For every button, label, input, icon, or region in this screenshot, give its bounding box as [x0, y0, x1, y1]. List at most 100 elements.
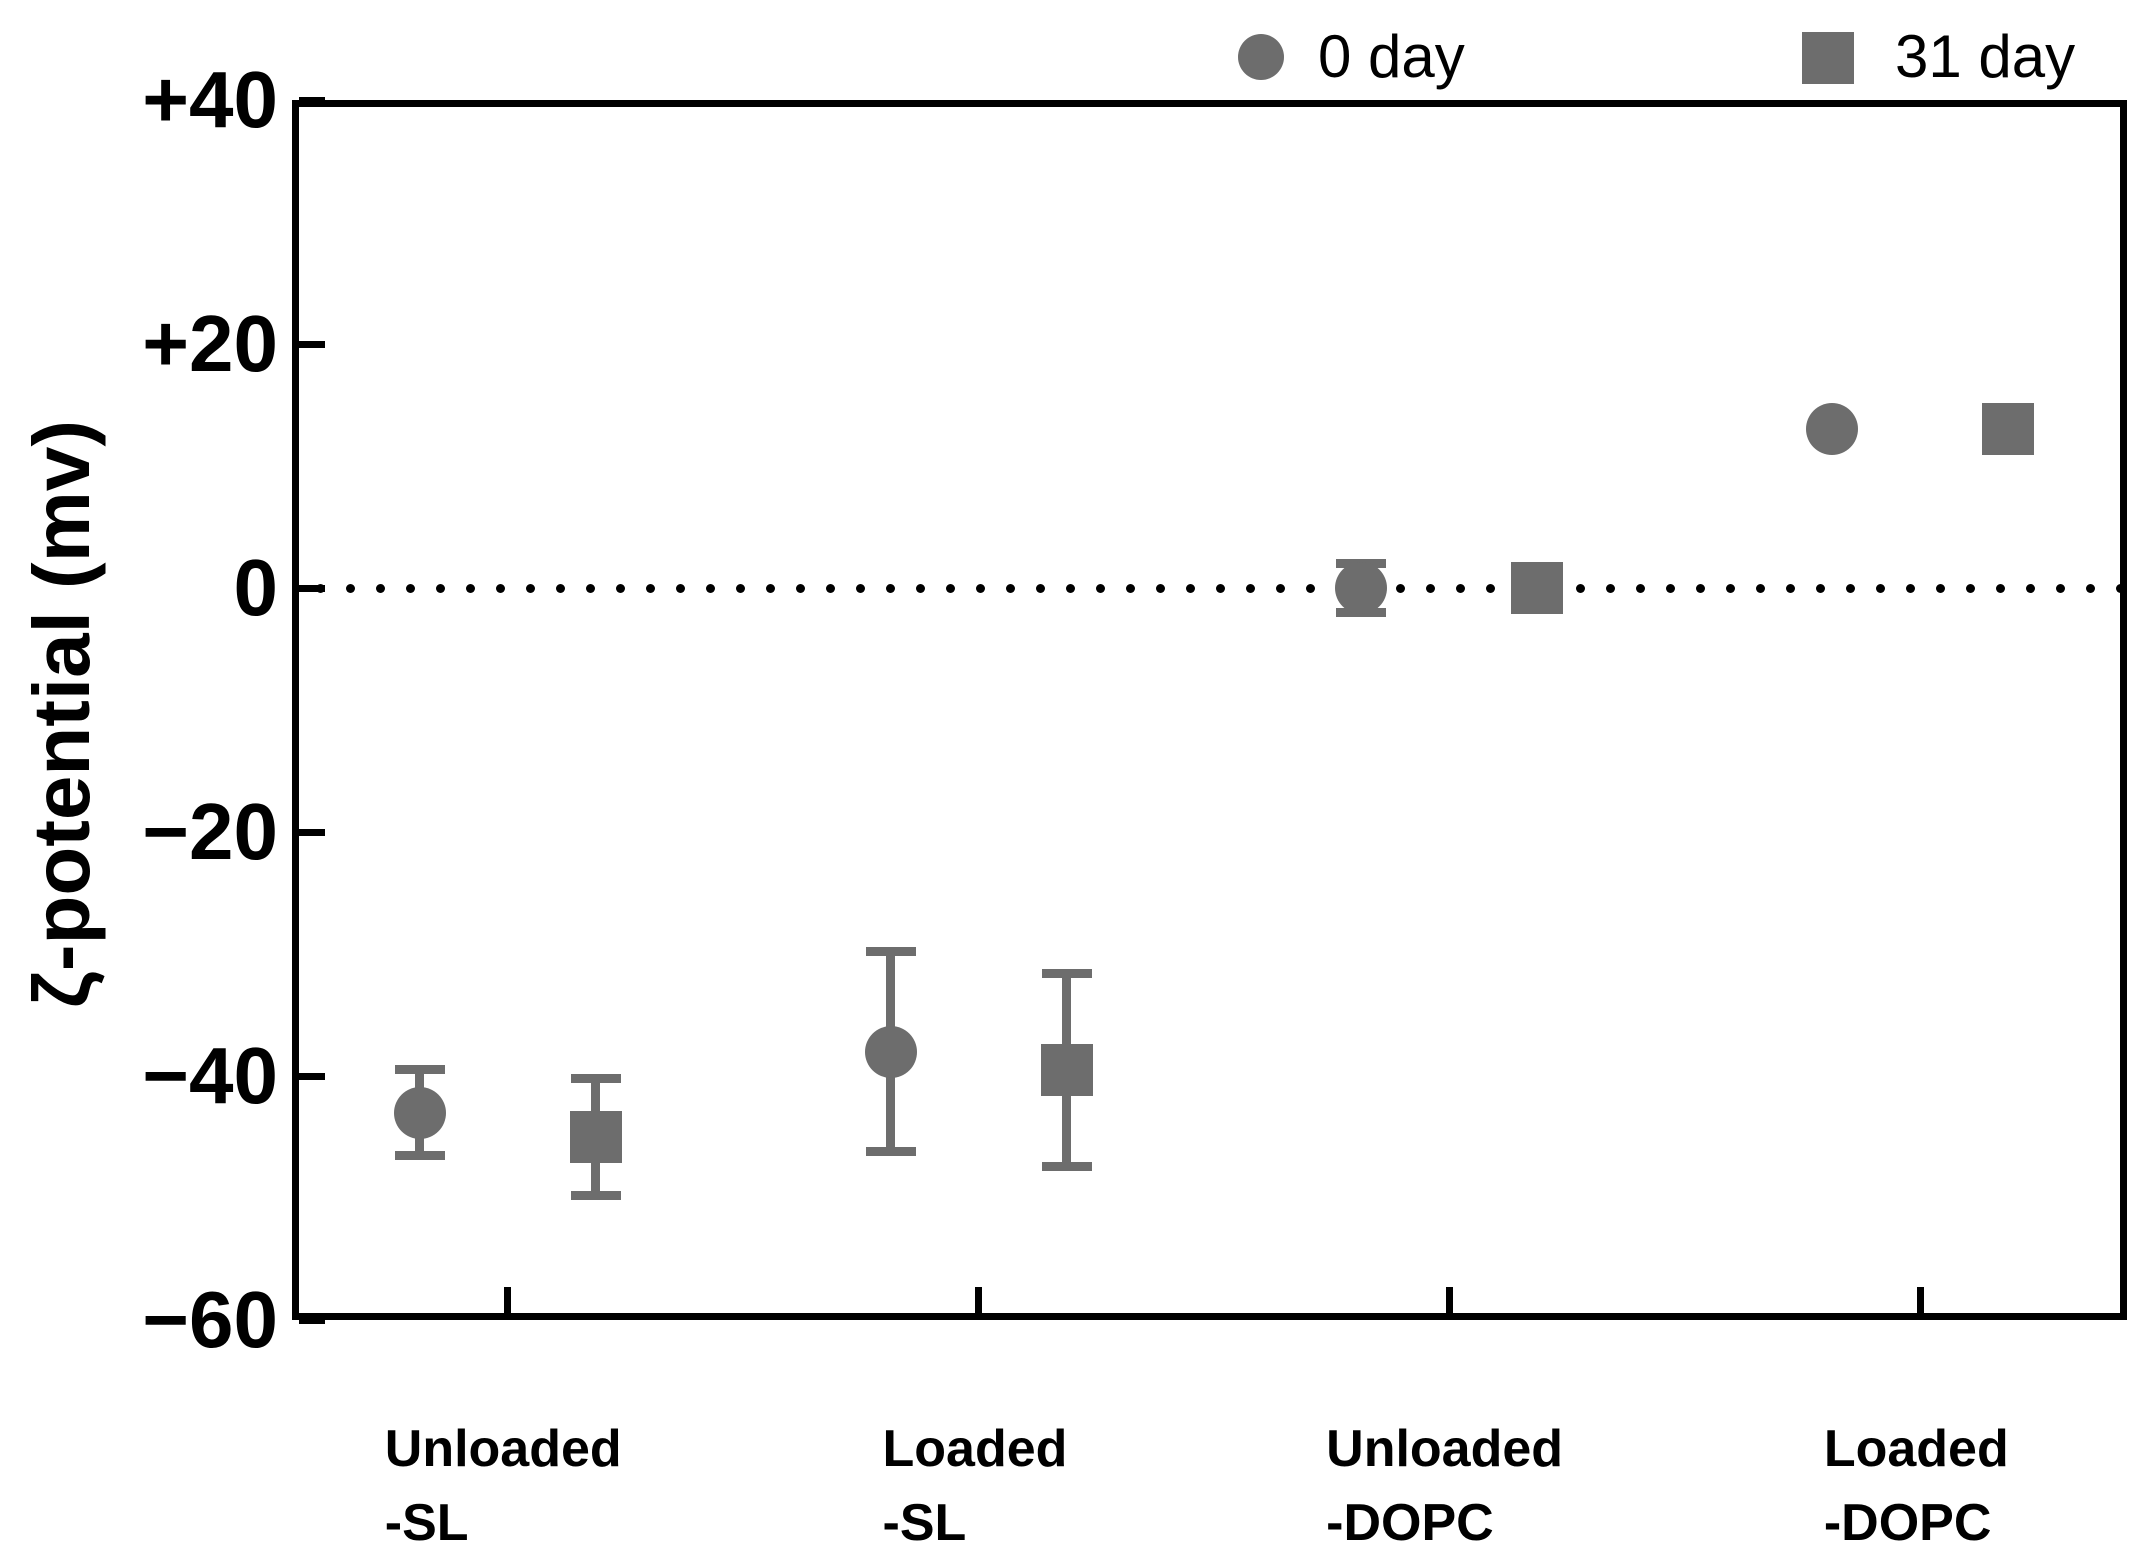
- x-axis-category-label-line: Unloaded: [384, 1420, 622, 1478]
- x-axis-category-label-line: -SL: [882, 1494, 967, 1552]
- zero-line-dot: [1935, 583, 1945, 593]
- data-point-square-31day: [1040, 1043, 1093, 1096]
- zero-line-dot: [1005, 583, 1015, 593]
- zero-line-dot: [1725, 583, 1735, 593]
- zero-line-dot: [1215, 583, 1225, 593]
- error-bar-cap: [570, 1191, 621, 1201]
- y-axis-tick: [299, 1316, 325, 1324]
- zero-line-dot: [555, 583, 565, 593]
- zero-line-dot: [1065, 583, 1075, 593]
- zero-line-dot: [885, 583, 895, 593]
- x-axis-category-label-line: Unloaded: [1326, 1420, 1564, 1478]
- y-axis-tick-label: +20: [142, 299, 278, 388]
- zero-line-dot: [2115, 583, 2125, 593]
- zero-line-dot: [975, 583, 985, 593]
- zero-line-dot: [1425, 583, 1435, 593]
- zero-line-dot: [825, 583, 835, 593]
- x-axis-tick: [1445, 1287, 1453, 1313]
- zero-line-dot: [315, 583, 325, 593]
- zero-line-dot: [375, 583, 385, 593]
- y-axis-tick-label: −40: [142, 1031, 278, 1120]
- x-axis-category-label: Loaded -DOPC: [1824, 1412, 2009, 1554]
- zero-line-dot: [1905, 583, 1915, 593]
- zero-line-dot: [2025, 583, 2035, 593]
- zero-line-dot: [2055, 583, 2065, 593]
- error-bar-cap: [570, 1073, 621, 1083]
- zero-line-dot: [1995, 583, 2005, 593]
- zero-line-dot: [2085, 583, 2095, 593]
- x-axis-tick: [504, 1287, 512, 1313]
- error-bar-cap: [394, 1150, 445, 1160]
- error-bar-cap: [1041, 1161, 1092, 1171]
- zero-line-dot: [465, 583, 475, 593]
- y-axis-tick: [299, 340, 325, 348]
- legend-square-marker-icon: [1802, 32, 1854, 84]
- x-axis-category-label-line: -DOPC: [1326, 1494, 1494, 1552]
- x-axis-category-label-line: -SL: [384, 1494, 469, 1552]
- x-axis-tick: [975, 1287, 983, 1313]
- zero-line-dot: [1185, 583, 1195, 593]
- zero-line-dot: [495, 583, 505, 593]
- legend-circle-marker-icon: [1238, 34, 1284, 80]
- x-axis-category-label: Unloaded -SL: [385, 1412, 622, 1554]
- zero-line-dot: [1695, 583, 1705, 593]
- zero-line-dot: [1035, 583, 1045, 593]
- zero-line-dot: [735, 583, 745, 593]
- zero-line-dot: [1635, 583, 1645, 593]
- zero-line-dot: [705, 583, 715, 593]
- zero-line-dot: [945, 583, 955, 593]
- x-axis-category-label: Unloaded -DOPC: [1326, 1412, 1563, 1554]
- zero-line-dot: [1305, 583, 1315, 593]
- zero-line-dot: [345, 583, 355, 593]
- zero-line-dot: [1395, 583, 1405, 593]
- y-axis-tick: [299, 1072, 325, 1080]
- error-bar-cap: [865, 947, 916, 957]
- zero-line-dot: [1485, 583, 1495, 593]
- y-axis-tick: [299, 584, 325, 592]
- y-axis-tick: [299, 96, 325, 104]
- y-axis-title: ζ-potential (mv): [17, 420, 106, 1008]
- plot-area: [292, 100, 2127, 1320]
- y-axis-tick-label: 0: [233, 543, 279, 632]
- zero-line-dot: [1875, 583, 1885, 593]
- data-point-circle-0day: [1335, 562, 1388, 614]
- data-point-circle-0day: [393, 1086, 446, 1139]
- zero-line-dot: [1755, 583, 1765, 593]
- error-bar-cap: [394, 1065, 445, 1075]
- zero-line-dot: [1605, 583, 1615, 593]
- zero-line-dot: [1665, 583, 1675, 593]
- data-point-square-31day: [1982, 403, 2034, 456]
- data-point-square-31day: [569, 1111, 622, 1163]
- x-axis-category-label-line: Loaded: [882, 1420, 1068, 1478]
- error-bar-cap: [1041, 969, 1092, 979]
- y-axis-tick-label: −60: [142, 1275, 278, 1364]
- zero-line-dot: [1965, 583, 1975, 593]
- y-axis-tick-label: +40: [142, 55, 278, 144]
- data-point-circle-0day: [1806, 403, 1858, 456]
- error-bar-cap: [865, 1147, 916, 1157]
- x-axis-category-label-line: -DOPC: [1823, 1494, 1992, 1552]
- zero-line-dot: [1815, 583, 1825, 593]
- zero-line-dot: [1275, 583, 1285, 593]
- zero-line-dot: [1575, 583, 1585, 593]
- zero-line-dot: [765, 583, 775, 593]
- zero-line-dot: [405, 583, 415, 593]
- zero-line-dot: [1245, 583, 1255, 593]
- zero-line-dot: [585, 583, 595, 593]
- x-axis-category-label-line: Loaded: [1823, 1420, 2009, 1478]
- zero-line-dot: [1155, 583, 1165, 593]
- zero-line-dot: [435, 583, 445, 593]
- data-point-circle-0day: [864, 1025, 917, 1078]
- zero-line-dot: [1125, 583, 1135, 593]
- legend-label-31day: 31 day: [1895, 23, 2076, 90]
- zero-line-dot: [615, 583, 625, 593]
- zero-line-dot: [675, 583, 685, 593]
- zero-line-dot: [915, 583, 925, 593]
- zero-line-dot: [855, 583, 865, 593]
- zero-line-dot: [525, 583, 535, 593]
- zero-line-dot: [1095, 583, 1105, 593]
- zero-line-dot: [1455, 583, 1465, 593]
- legend-label-0day: 0 day: [1318, 23, 1465, 90]
- y-axis-tick-label: −20: [142, 787, 278, 876]
